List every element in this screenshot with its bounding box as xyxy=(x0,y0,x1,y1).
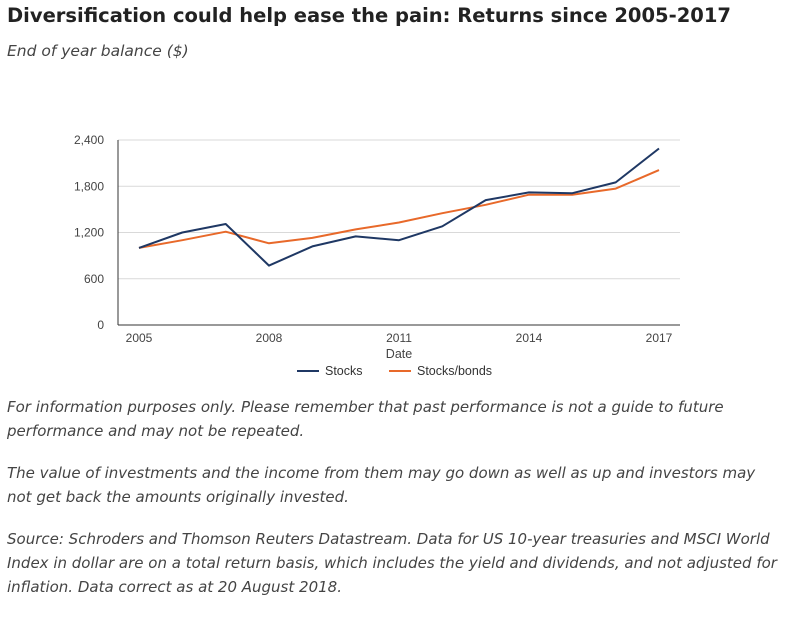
legend-item-stocks-bonds: Stocks/bonds xyxy=(389,364,492,378)
legend-swatch-stocks xyxy=(297,370,319,372)
disclaimer-investment-value: The value of investments and the income … xyxy=(7,464,756,506)
chart-legend: Stocks Stocks/bonds xyxy=(0,364,787,380)
footnotes: For information purposes only. Please re… xyxy=(7,395,782,617)
y-tick-label: 1,200 xyxy=(74,226,104,240)
chart-subtitle: End of year balance ($) xyxy=(7,42,189,60)
legend-swatch-stocks-bonds xyxy=(389,370,411,372)
x-tick-label: 2008 xyxy=(256,331,283,345)
source-note: Source: Schroders and Thomson Reuters Da… xyxy=(7,530,777,596)
y-tick-label: 2,400 xyxy=(74,133,104,147)
y-tick-label: 0 xyxy=(97,318,104,332)
y-tick-label: 1,800 xyxy=(74,179,104,193)
legend-label-stocks-bonds: Stocks/bonds xyxy=(417,364,493,378)
y-tick-label: 600 xyxy=(84,272,104,286)
series-line-stocks-bonds xyxy=(138,169,660,249)
x-tick-label: 2014 xyxy=(516,331,543,345)
legend-label-stocks: Stocks xyxy=(325,364,363,378)
legend-item-stocks: Stocks xyxy=(297,364,363,378)
x-tick-label: 2011 xyxy=(386,331,412,345)
x-tick-label: 2017 xyxy=(646,331,673,345)
disclaimer-past-performance: For information purposes only. Please re… xyxy=(7,398,724,440)
chart-title: Diversification could help ease the pain… xyxy=(7,4,731,27)
line-chart: 0 600 1,200 1,800 2,400 2005 2008 2011 2014 2017 D… xyxy=(74,133,680,361)
x-axis-label: Date xyxy=(386,347,412,361)
x-tick-label: 2005 xyxy=(126,331,153,345)
series-line-stocks xyxy=(138,147,660,267)
